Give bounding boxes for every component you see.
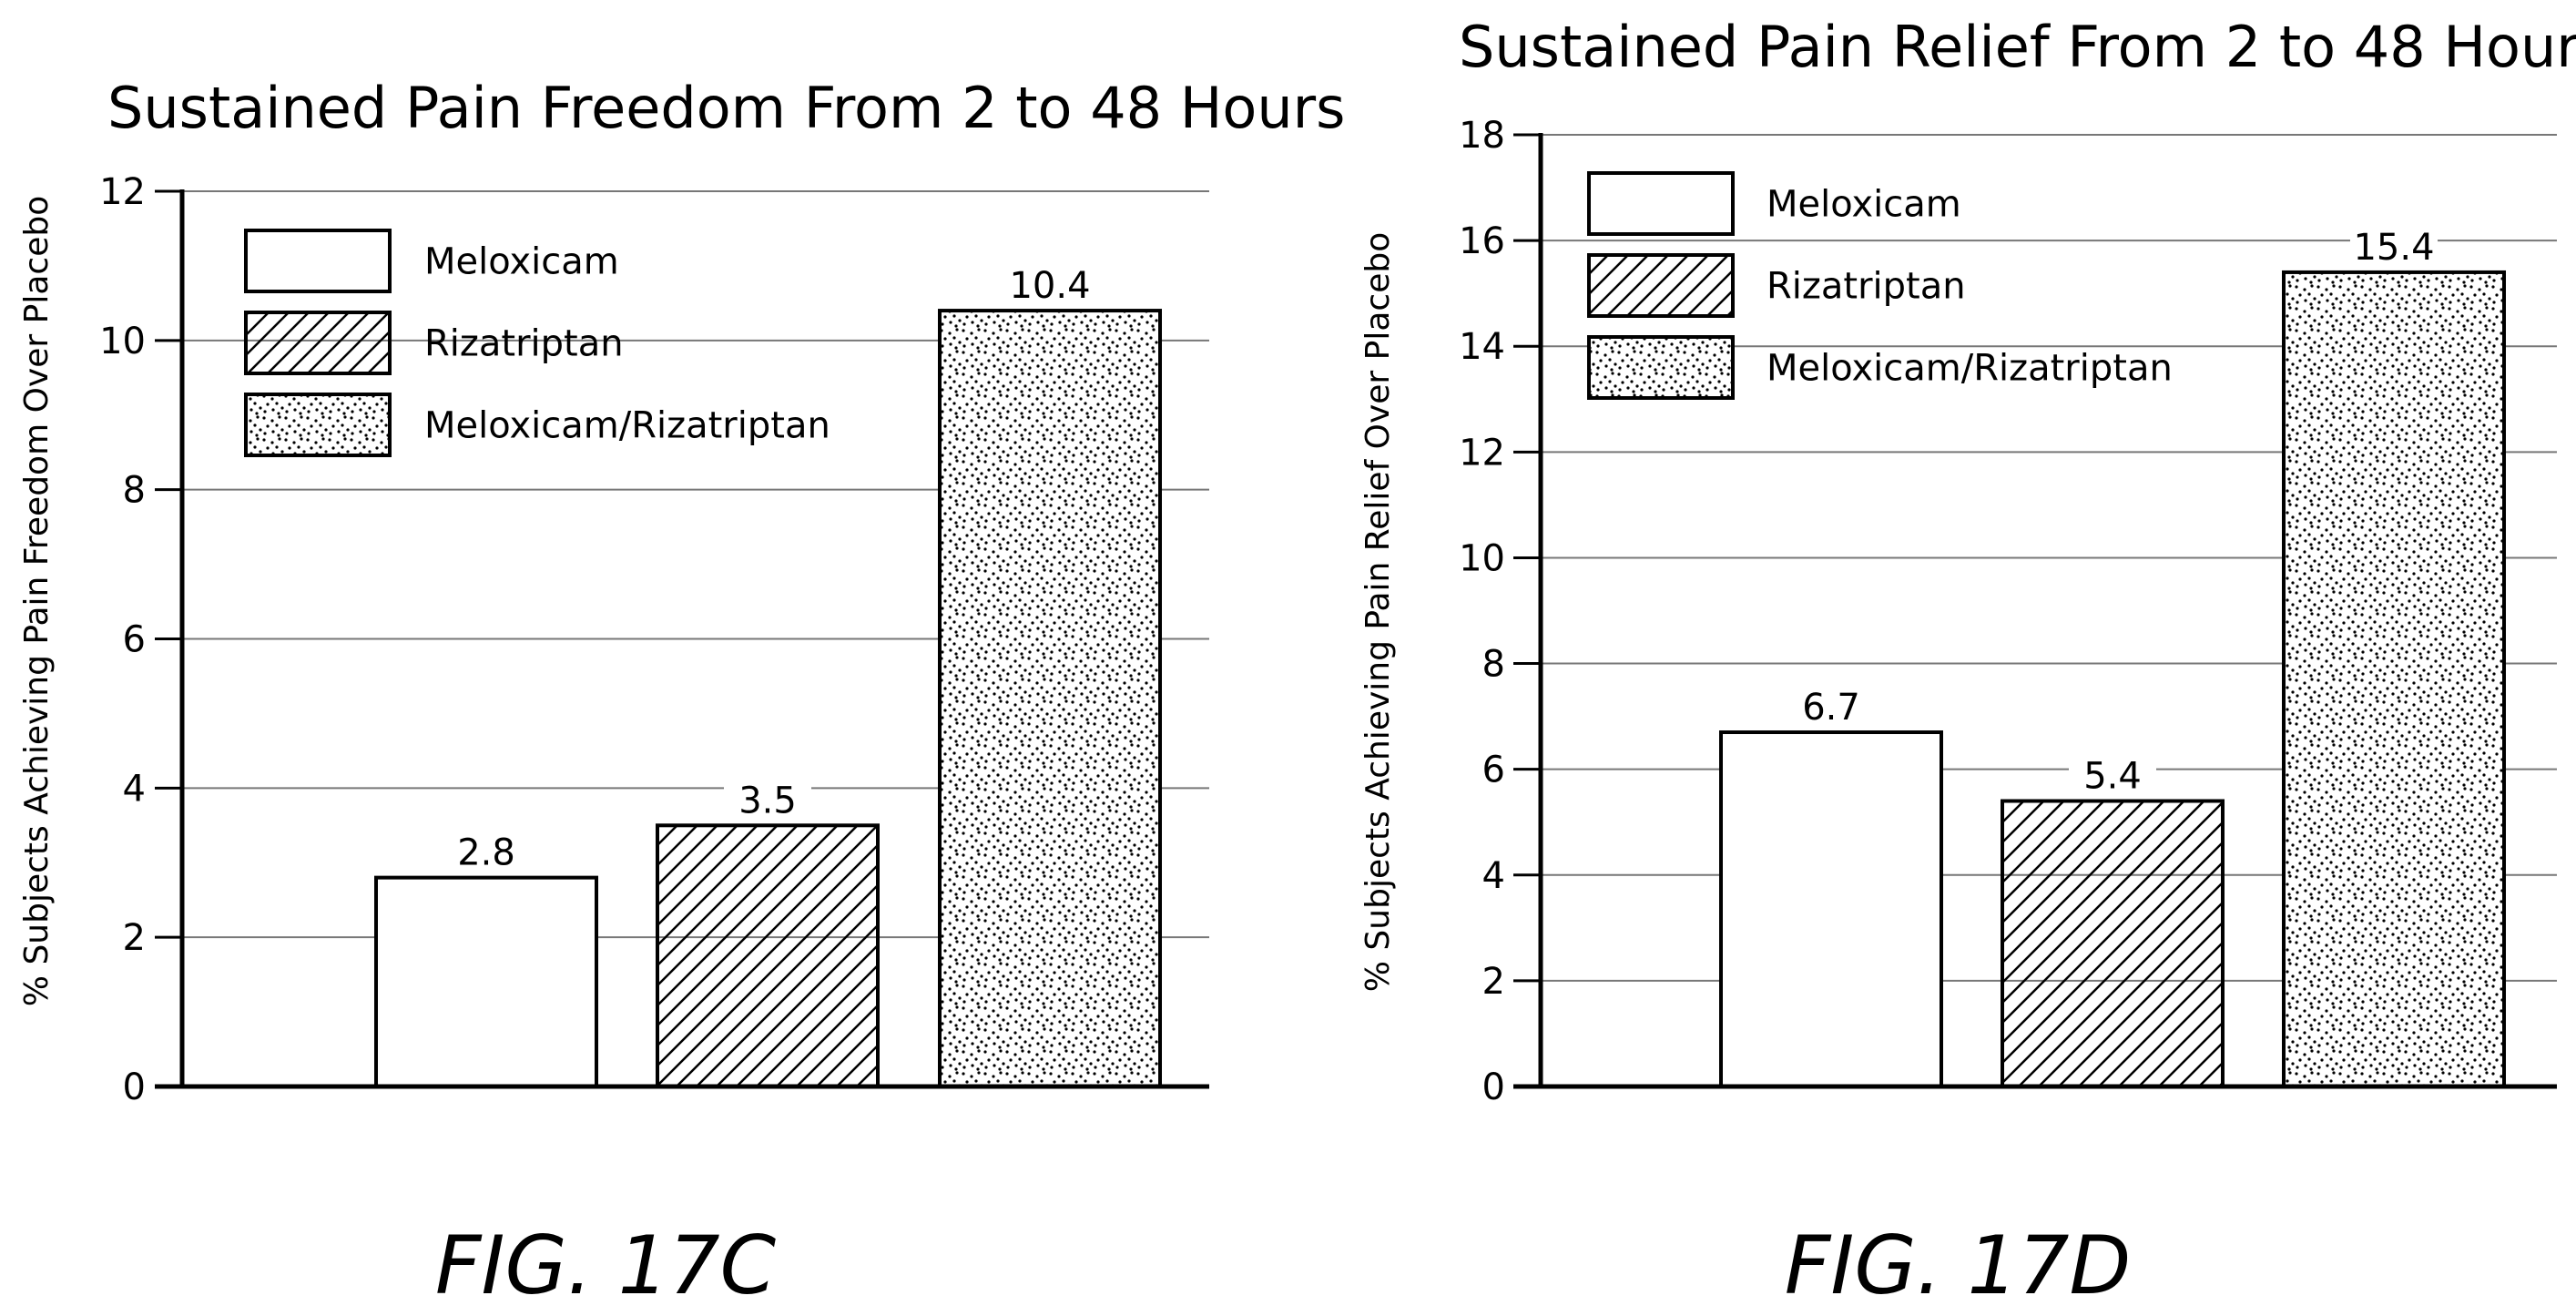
y-tick-label: 8: [1482, 644, 1505, 686]
bar-meloxicam-rizatriptan: [938, 309, 1162, 1089]
y-tick-label: 6: [123, 619, 146, 661]
y-tick-label: 10: [1459, 537, 1505, 579]
legend-label: Meloxicam/Rizatriptan: [1767, 348, 2173, 390]
value-label-background: [2350, 224, 2438, 267]
value-label-background: [1787, 685, 1875, 728]
y-tick-label: 2: [1482, 961, 1505, 1003]
y-axis-label: % Subjects Achieving Pain Freedom Over P…: [18, 196, 56, 1006]
bar-value-label: 2.8: [457, 832, 515, 874]
bar-value-label: 5.4: [2083, 756, 2142, 798]
value-label-background: [724, 778, 811, 821]
y-axis-label: % Subjects Achieving Pain Relief Over Pl…: [1359, 232, 1397, 992]
y-tick-label: 6: [1482, 750, 1505, 791]
bar-meloxicam: [374, 875, 598, 1089]
y-tick-label: 14: [1459, 326, 1505, 368]
bar-meloxicam: [1719, 730, 1943, 1088]
y-tick-label: 2: [123, 917, 146, 959]
y-tick-label: 4: [1482, 855, 1505, 897]
legend: Meloxicam Rizatriptan Meloxicam/Rizatripta…: [244, 229, 830, 457]
y-tick-label: 0: [123, 1066, 146, 1108]
bar-rizatriptan: [656, 823, 880, 1089]
bar-value-label: 6.7: [1802, 687, 1860, 729]
y-tick-label: 0: [1482, 1066, 1505, 1108]
bar-value-label: 15.4: [2353, 227, 2434, 269]
bar-value-label: 10.4: [1009, 265, 1090, 307]
legend-label: Rizatriptan: [424, 323, 624, 365]
value-label-background: [2069, 753, 2156, 796]
legend-swatch: [1587, 171, 1735, 236]
chart-pain-freedom: Sustained Pain Freedom From 2 to 48 Hour…: [18, 75, 1345, 1312]
legend-label: Meloxicam/Rizatriptan: [424, 405, 830, 447]
y-tick-label: 10: [99, 321, 146, 362]
y-tick-label: 12: [1459, 432, 1505, 474]
value-label-background: [1006, 263, 1094, 306]
y-tick-label: 12: [99, 171, 146, 213]
y-tick-label: 18: [1459, 115, 1505, 157]
legend-swatch: [244, 311, 392, 375]
legend-label: Meloxicam: [424, 241, 619, 283]
legend: Meloxicam Rizatriptan Meloxicam/Rizatripta…: [1587, 171, 2173, 400]
bar-meloxicam-rizatriptan: [2282, 270, 2506, 1088]
legend-label: Meloxicam: [1767, 184, 1961, 226]
legend-swatch: [1587, 335, 1735, 400]
legend-label: Rizatriptan: [1767, 266, 1966, 308]
value-label-background: [443, 830, 530, 872]
bar-rizatriptan: [2001, 799, 2225, 1088]
chart-title: Sustained Pain Relief From 2 to 48 Hours: [1459, 14, 2576, 80]
legend-swatch: [244, 229, 392, 293]
y-tick-label: 16: [1459, 220, 1505, 262]
bar-value-label: 3.5: [738, 780, 797, 821]
legend-swatch: [1587, 253, 1735, 318]
legend-swatch: [244, 393, 392, 457]
y-tick-label: 8: [123, 470, 146, 512]
chart-pain-relief: Sustained Pain Relief From 2 to 48 Hours…: [1359, 14, 2576, 1312]
figure-caption: FIG. 17D: [1785, 1219, 2131, 1312]
y-tick-label: 4: [123, 768, 146, 810]
chart-title: Sustained Pain Freedom From 2 to 48 Hour…: [107, 75, 1345, 141]
figure-caption: FIG. 17C: [435, 1219, 777, 1312]
